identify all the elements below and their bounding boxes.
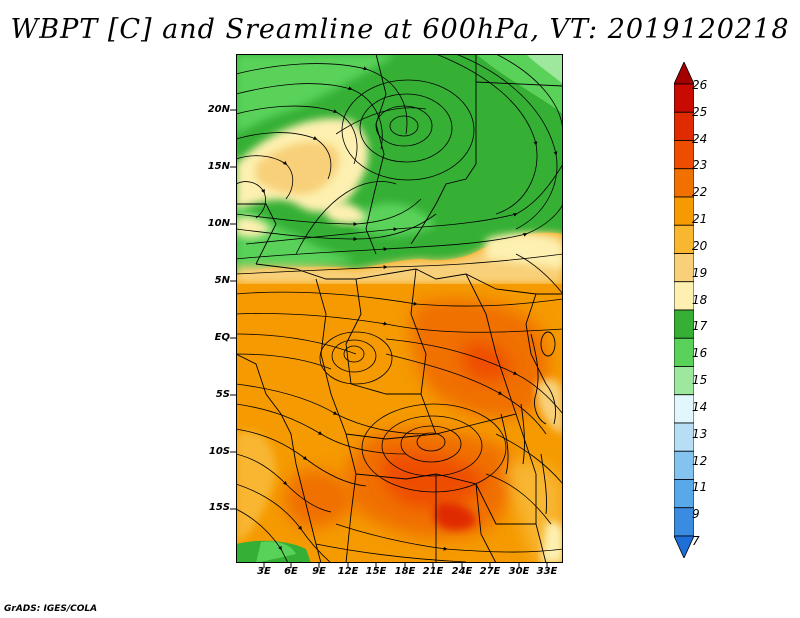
colorbar-level-label: 21 (692, 212, 708, 227)
colorbar-level-label: 13 (692, 426, 708, 441)
lon-label: 30E (508, 566, 530, 577)
lat-label: 10N (207, 218, 230, 229)
colorbar-swatch (674, 422, 694, 452)
streamlines (236, 54, 563, 563)
lat-label: 15S (208, 502, 230, 513)
colorbar-swatch (674, 140, 694, 170)
colorbar-level-label: 9 (692, 507, 700, 522)
colorbar-level-label: 20 (692, 238, 708, 253)
lon-label: 18E (394, 566, 416, 577)
colorbar-level-label: 19 (692, 265, 708, 280)
axis-ticks (230, 109, 548, 568)
map-frame (236, 54, 563, 563)
lat-label: 15N (207, 161, 230, 172)
colorbar-level-label: 16 (692, 346, 708, 361)
colorbar-swatch (674, 196, 694, 226)
colorbar-top-arrow (674, 62, 694, 85)
colorbar-level-label: 12 (692, 453, 708, 468)
lon-label: 6E (284, 566, 298, 577)
lat-label: 10S (208, 446, 230, 457)
colorbar-level-label: 7 (692, 534, 700, 548)
colorbar-level-label: 22 (692, 185, 708, 200)
lon-label: 3E (257, 566, 271, 577)
colorbar-swatch (674, 450, 694, 480)
lon-label: 15E (365, 566, 387, 577)
colorbar-swatch (674, 168, 694, 198)
lon-label: 12E (337, 566, 359, 577)
credit-text: GrADS: IGES/COLA (4, 604, 98, 614)
colorbar-swatch (674, 281, 694, 311)
colorbar-swatch (674, 366, 694, 396)
colorbar-level-label: 15 (692, 373, 708, 388)
colorbar-swatch (674, 394, 694, 424)
colorbar-swatch (674, 253, 694, 283)
colorbar-bottom-arrow (674, 535, 694, 558)
colorbar-level-label: 18 (692, 292, 708, 307)
lat-label: 20N (207, 104, 230, 115)
colorbar-level-label: 24 (692, 131, 708, 146)
lon-label: 33E (536, 566, 558, 577)
map-title: WBPT [C] and Sreamline at 600hPa, VT: 20… (10, 14, 790, 45)
lakes (520, 331, 556, 515)
lat-label: 5N (214, 275, 230, 286)
map-panel (236, 54, 563, 563)
colorbar-level-label: 25 (692, 104, 708, 119)
colorbar-swatch (674, 479, 694, 509)
colorbar-level-label: 11 (692, 480, 708, 495)
colorbar-swatch (674, 83, 694, 113)
lat-label: EQ (214, 332, 230, 343)
colorbar-level-label: 26 (692, 78, 708, 92)
lon-label: 24E (451, 566, 473, 577)
colorbar-level-label: 23 (692, 158, 708, 173)
colorbar-swatch (674, 309, 694, 339)
colorbar-swatch (674, 111, 694, 141)
colorbar (674, 62, 694, 558)
colorbar-swatch (674, 224, 694, 254)
lon-label: 27E (479, 566, 501, 577)
colorbar-swatch (674, 507, 694, 537)
lon-label: 21E (422, 566, 444, 577)
colorbar-level-label: 17 (692, 319, 708, 334)
colorbar-level-label: 14 (692, 399, 708, 414)
lon-label: 9E (312, 566, 326, 577)
lat-label: 5S (215, 389, 230, 400)
colorbar-swatch (674, 337, 694, 367)
